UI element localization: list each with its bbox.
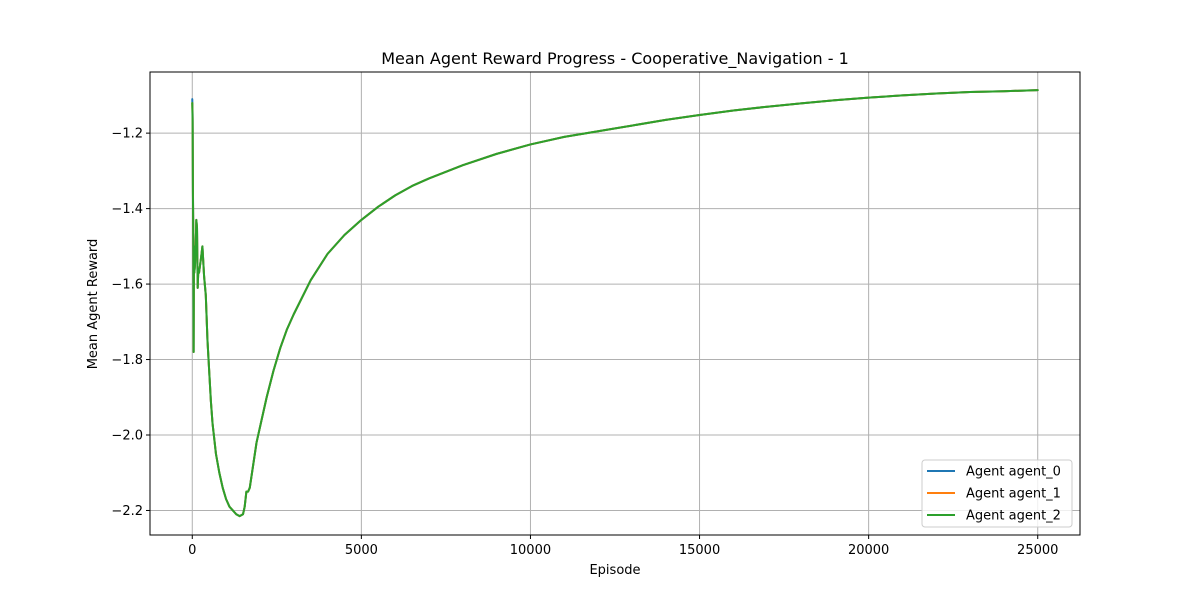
y-tick-label: −2.0	[111, 429, 143, 444]
plot-frame	[149, 71, 1081, 536]
y-axis-ticks: −2.2 −2.0 −1.8 −1.6 −1.4 −1.2	[111, 127, 150, 519]
legend-label-2: Agent agent_2	[966, 509, 1061, 524]
legend-box	[921, 459, 1073, 528]
legend: Agent agent_0 Agent agent_1 Agent agent_2	[921, 459, 1073, 528]
x-axis-ticks: 0 5000 10000 15000 20000 25000	[188, 535, 1058, 558]
x-tick-label: 5000	[345, 543, 378, 558]
x-tick-label: 10000	[510, 543, 551, 558]
series-line-2	[191, 89, 1039, 518]
y-axis-label: Mean Agent Reward	[86, 239, 101, 370]
y-tick-label: −2.2	[111, 504, 143, 519]
y-tick-label: −1.8	[111, 353, 143, 368]
y-tick-label: −1.4	[111, 202, 143, 217]
x-tick-label: 20000	[848, 543, 889, 558]
x-tick-label: 0	[188, 543, 196, 558]
chart-title: Mean Agent Reward Progress - Cooperative…	[381, 49, 849, 69]
x-tick-label: 15000	[679, 543, 720, 558]
legend-label-0: Agent agent_0	[966, 465, 1061, 480]
x-axis-label: Episode	[589, 563, 640, 578]
x-tick-label: 25000	[1017, 543, 1058, 558]
y-tick-label: −1.6	[111, 278, 143, 293]
plot-series	[191, 89, 1039, 518]
y-tick-label: −1.2	[111, 127, 143, 142]
legend-label-1: Agent agent_1	[966, 487, 1061, 502]
